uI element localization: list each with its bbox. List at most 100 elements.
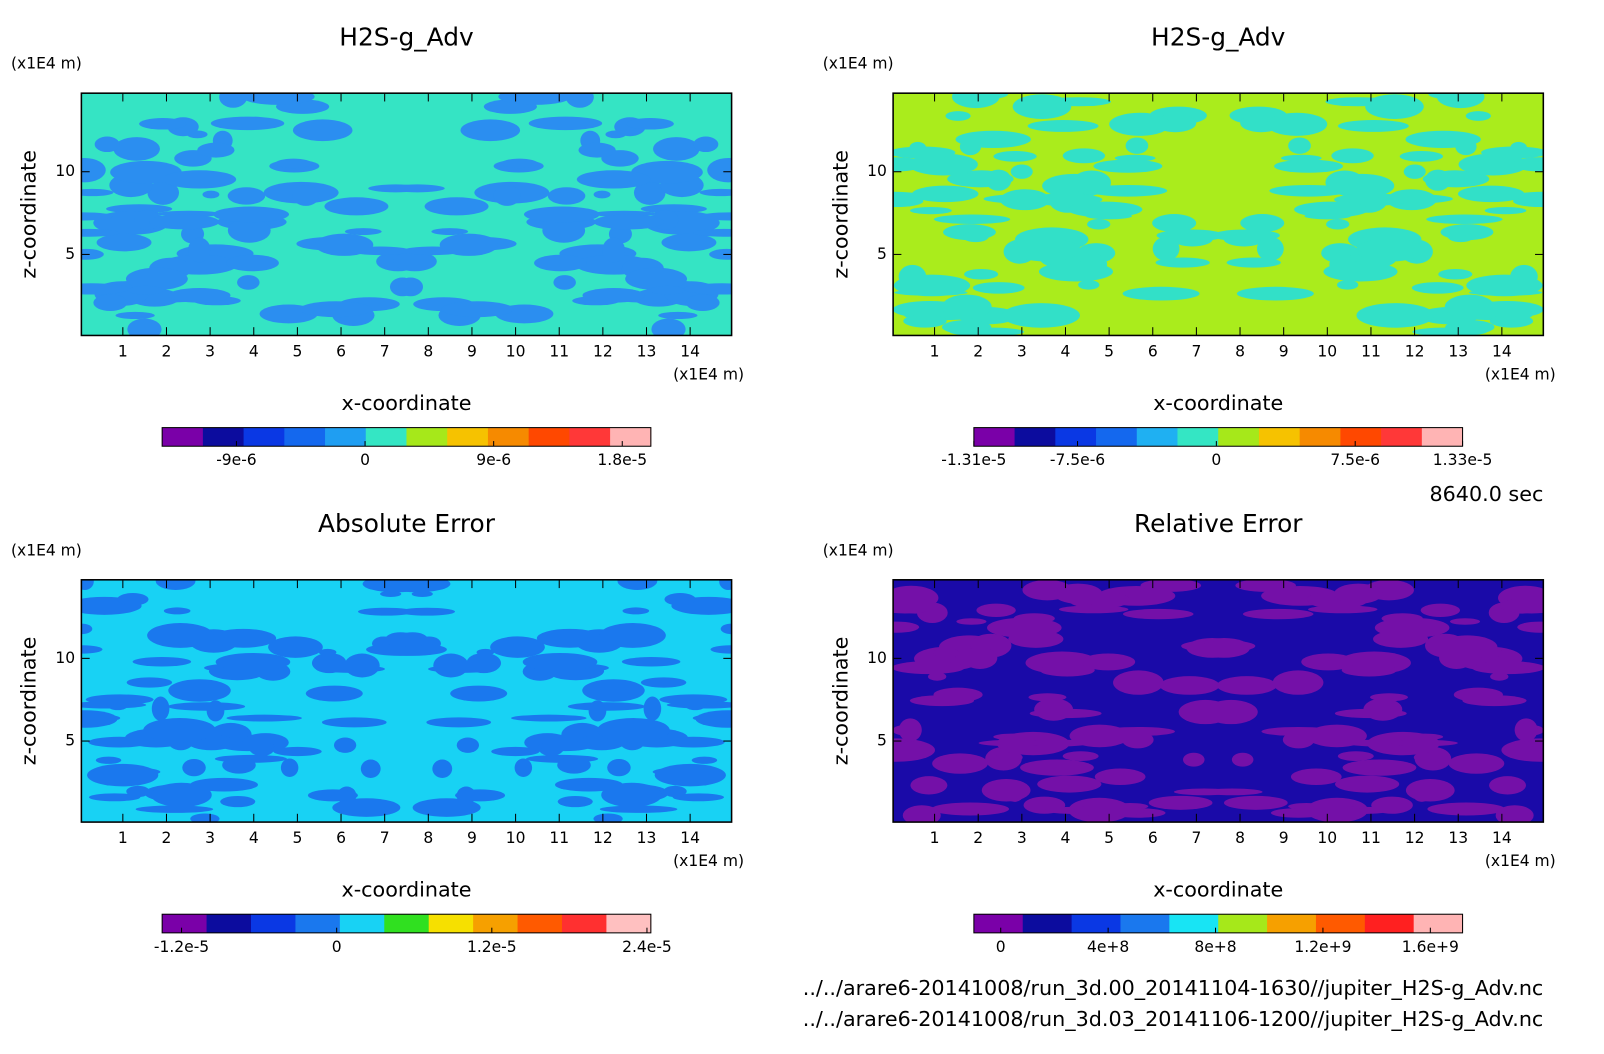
x-tick-label: 1: [930, 343, 940, 361]
colorbar-frame: [973, 427, 1464, 447]
x-tick-label: 7: [1191, 829, 1201, 847]
contour-region: [652, 767, 720, 777]
contour-region: [1094, 768, 1146, 786]
contour-region: [1439, 647, 1474, 669]
contour-region: [182, 758, 206, 777]
x-tick-label: 9: [1279, 829, 1289, 847]
contour-region: [147, 180, 180, 205]
colorbar-segment: [202, 427, 245, 447]
x-unit: (x1E4 m): [673, 365, 744, 383]
contour-region: [1331, 148, 1374, 164]
contour-region: [663, 785, 687, 798]
contour-region: [1468, 289, 1543, 296]
colorbar-segment: [365, 427, 408, 447]
y-tick-label: 10: [55, 162, 75, 180]
x-unit: (x1E4 m): [673, 852, 744, 870]
x-tick-label: 13: [637, 829, 657, 847]
contour-region: [576, 170, 651, 189]
contour-region: [210, 116, 285, 131]
contour-region: [902, 740, 923, 749]
x-tick-label: 13: [1448, 343, 1468, 361]
contour-region: [640, 677, 687, 688]
contour-region: [978, 739, 1046, 747]
contour-region: [931, 802, 1010, 816]
contour-region: [685, 294, 720, 312]
contour-region: [602, 237, 625, 263]
x-tick-label: 6: [336, 343, 346, 361]
colorbar-segment: [162, 427, 204, 447]
contour-region: [658, 311, 698, 320]
colorbar-segment: [973, 427, 1016, 447]
contour-region: [168, 679, 231, 702]
contour-region: [707, 157, 732, 183]
colorbar-segment: [1136, 427, 1179, 447]
contour-region: [360, 759, 381, 778]
x-tick-label: 10: [506, 343, 526, 361]
contour-region: [893, 597, 937, 614]
contour-region: [983, 194, 1060, 204]
contour-region: [1337, 751, 1374, 761]
contour-region: [1028, 693, 1067, 702]
contour-region: [693, 136, 719, 153]
colorbar-segment: [1381, 427, 1423, 447]
contour-region: [81, 283, 130, 295]
contour-region: [81, 713, 121, 723]
contour-region: [1081, 653, 1136, 671]
plot-frame: [80, 579, 733, 823]
colorbar-segment: [1169, 914, 1219, 933]
colorbar-segment: [243, 427, 285, 447]
plot-frame: [892, 92, 1545, 337]
contour-region: [1216, 676, 1277, 695]
colorbar-segment: [1218, 914, 1268, 933]
contour-region: [1027, 120, 1099, 132]
colorbar-segment: [1315, 914, 1366, 933]
colorbar-segment: [339, 914, 385, 933]
colorbar-segment: [1299, 427, 1341, 447]
x-unit: (x1E4 m): [1485, 365, 1556, 383]
contour-region: [424, 197, 489, 216]
contour-region: [1391, 739, 1458, 747]
contour-region: [1072, 170, 1112, 195]
contour-region: [534, 254, 587, 272]
contour-region: [115, 311, 155, 320]
contour-region: [659, 694, 728, 705]
colorbar-segment: [1218, 427, 1260, 447]
contour-region: [1301, 653, 1356, 671]
contour-region: [664, 592, 696, 606]
colorbar-tick-label: 1.8e-5: [597, 451, 647, 469]
x-tick-label: 12: [1405, 343, 1425, 361]
colorbar-segment: [1267, 914, 1317, 933]
contour-region: [588, 700, 607, 722]
contour-region: [1125, 137, 1149, 154]
contour-region: [149, 214, 220, 230]
contour-region: [1062, 148, 1106, 164]
contour-region: [431, 228, 469, 236]
contour-region: [692, 713, 732, 723]
x-tick-label: 3: [205, 829, 215, 847]
contour-region: [396, 632, 428, 647]
contour-region: [455, 789, 506, 802]
contour-region: [617, 579, 658, 590]
contour-region: [117, 592, 149, 606]
colorbar-segment: [406, 427, 448, 447]
contour-region: [1029, 708, 1102, 719]
contour-region: [1471, 661, 1544, 675]
contour-region: [643, 696, 662, 721]
contour-region: [933, 214, 1011, 225]
contour-region: [557, 796, 593, 808]
contour-region: [893, 621, 920, 633]
x-tick-label: 8: [1235, 343, 1245, 361]
x-tick-label: 14: [680, 829, 700, 847]
contour-region: [1489, 314, 1534, 328]
contour-region: [1039, 663, 1095, 677]
contour-region: [1290, 768, 1342, 786]
contour-region: [1242, 608, 1314, 620]
contour-region: [1403, 164, 1426, 179]
contour-region: [649, 285, 685, 295]
contour-region: [662, 736, 725, 748]
contour-region: [511, 714, 587, 722]
contour-region: [81, 579, 94, 591]
contour-region: [987, 617, 1062, 638]
contour-region: [94, 136, 120, 153]
contour-region: [275, 158, 312, 169]
